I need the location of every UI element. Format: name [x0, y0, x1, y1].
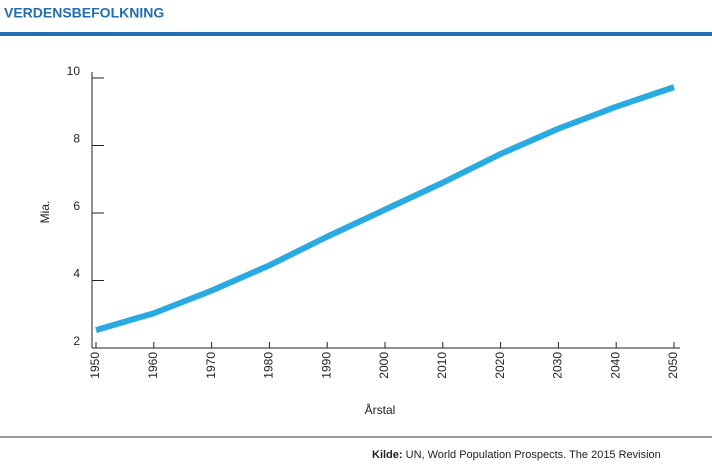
- x-tick-label: 2040: [608, 352, 622, 379]
- x-tick-label: 2020: [493, 352, 507, 379]
- title-rule: [0, 32, 712, 36]
- source-label: Kilde:: [372, 449, 403, 461]
- y-axis-label: Mia.: [38, 201, 52, 224]
- x-tick-label: 1970: [204, 352, 218, 379]
- y-tick-label: 4: [73, 267, 80, 281]
- x-tick-label: 1980: [262, 352, 276, 379]
- x-tick-label: 2000: [377, 352, 391, 379]
- y-tick-label: 8: [73, 132, 80, 146]
- data-line: [95, 84, 675, 333]
- x-tick-label: 2010: [435, 352, 449, 379]
- x-tick-label: 2050: [666, 352, 680, 379]
- y-tick-label: 6: [73, 199, 80, 213]
- chart-title: VERDENSBEFOLKNING: [4, 5, 164, 21]
- source-text: UN, World Population Prospects. The 2015…: [406, 449, 661, 461]
- y-tick-label: 10: [67, 64, 81, 78]
- y-tick-label: 2: [73, 334, 80, 348]
- x-tick-label: 1960: [146, 352, 160, 379]
- x-tick-label: 1950: [88, 352, 102, 379]
- source: Kilde: UN, World Population Prospects. T…: [372, 449, 661, 461]
- x-axis-label: Årstal: [365, 402, 396, 417]
- x-tick-label: 2030: [551, 352, 565, 379]
- x-tick-label: 1990: [319, 352, 333, 379]
